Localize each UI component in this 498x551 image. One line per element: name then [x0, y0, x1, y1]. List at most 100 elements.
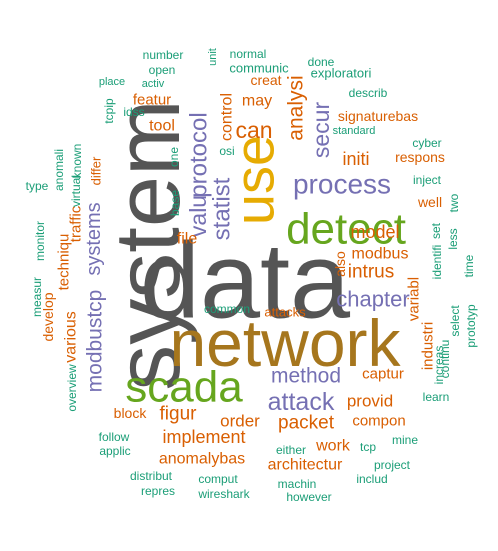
word-tool: tool [149, 118, 175, 135]
word-known: known [70, 144, 84, 179]
word-unit: unit [207, 48, 219, 66]
word-respons: respons [395, 149, 445, 165]
word-develop: develop [40, 292, 56, 341]
word-intrus: intrus [348, 262, 394, 283]
word-well: well [417, 194, 442, 210]
word-communic: communic [229, 61, 289, 76]
word-featur: featur [133, 92, 171, 109]
word-cyber: cyber [412, 136, 441, 150]
word-implement: implement [162, 427, 245, 447]
word-describ: describ [349, 86, 388, 100]
word-monitor: monitor [33, 221, 47, 261]
word-statist: statist [209, 177, 236, 240]
word-attacks: attacks [264, 305, 306, 320]
word-anomalybas: anomalybas [159, 451, 245, 468]
word-detect: detect [286, 205, 406, 254]
word-creat: creat [250, 72, 281, 88]
word-model: model [350, 222, 399, 242]
word-scada: scada [125, 363, 243, 412]
word-modbus: modbus [352, 246, 409, 263]
word-inject: inject [413, 173, 442, 187]
word-continu: continu [438, 340, 452, 379]
word-attack: attack [268, 388, 335, 416]
word-applic: applic [99, 444, 130, 458]
word-exploratori: exploratori [311, 66, 372, 81]
word-various: various [63, 311, 80, 363]
word-variabl: variabl [406, 277, 423, 321]
word-increas: increas [432, 346, 446, 385]
word-distribut: distribut [130, 469, 173, 483]
word-block: block [114, 405, 148, 421]
word-measur: measur [30, 277, 44, 317]
word-captur: captur [362, 366, 404, 383]
word-select: select [448, 305, 462, 337]
word-includ: includ [356, 472, 387, 486]
word-number: number [143, 48, 184, 62]
word-initi: initi [342, 149, 369, 169]
word-use: use [223, 135, 286, 225]
word-follow: follow [99, 430, 130, 444]
word-prototyp: prototyp [464, 304, 478, 348]
word-osi: osi [219, 144, 234, 158]
word-two: two [447, 193, 461, 212]
word-machin: machin [278, 477, 317, 491]
word-differ: differ [89, 156, 104, 185]
word-figur: figur [160, 404, 198, 425]
word-place: place [99, 76, 125, 88]
word-done: done [308, 55, 335, 69]
word-idss: idss [123, 105, 144, 119]
word-order: order [220, 412, 260, 431]
word-less: less [446, 228, 460, 249]
word-industri: industri [420, 322, 437, 370]
word-tcp: tcp [360, 440, 376, 454]
word-either: either [276, 443, 306, 457]
word-wireshark: wireshark [197, 487, 250, 501]
word-modbustcp: modbustcp [84, 290, 107, 393]
word-anomali: anomali [52, 149, 66, 191]
word-common: common [204, 302, 250, 316]
word-method: method [271, 365, 341, 388]
word-traffic: traffic [68, 205, 85, 242]
word-also: also [332, 251, 348, 277]
word-identifi: identifi [430, 245, 444, 280]
word-process: process [293, 169, 391, 200]
word-base: base [168, 190, 182, 216]
word-set: set [429, 222, 443, 239]
word-comput: comput [198, 472, 238, 486]
word-one: one [167, 147, 181, 167]
word-packet: packet [278, 413, 335, 434]
word-protocol: protocol [186, 112, 213, 197]
word-valu: valu [185, 195, 211, 237]
word-normal: normal [230, 47, 267, 61]
word-activ: activ [142, 78, 165, 90]
word-data: data [140, 220, 351, 341]
word-systems: systems [83, 202, 105, 275]
word-type: type [26, 179, 49, 193]
word-standard: standard [333, 125, 376, 137]
word-secur: secur [308, 102, 334, 159]
word-project: project [374, 458, 411, 472]
word-analysi: analysi [285, 75, 308, 140]
word-overview: overview [65, 364, 79, 412]
word-repres: repres [141, 484, 175, 498]
word-architectur: architectur [268, 457, 343, 474]
word-chapter: chapter [336, 287, 409, 312]
word-mine: mine [392, 433, 418, 447]
word-control: control [219, 93, 236, 141]
word-system: system [97, 99, 199, 390]
word-work: work [315, 438, 351, 455]
word-time: time [462, 254, 476, 277]
word-file: file [177, 231, 198, 248]
word-may: may [242, 93, 272, 110]
word-virtual: virtual [69, 175, 83, 207]
word-provid: provid [347, 392, 393, 411]
word-however: however [286, 490, 331, 504]
word-learn: learn [423, 390, 450, 404]
word-techniqu: techniqu [56, 234, 73, 291]
word-open: open [149, 63, 176, 77]
word-tcpip: tcpip [102, 98, 116, 124]
word-signaturebas: signaturebas [338, 108, 418, 124]
word-compon: compon [352, 413, 405, 430]
word-network: network [169, 306, 401, 380]
